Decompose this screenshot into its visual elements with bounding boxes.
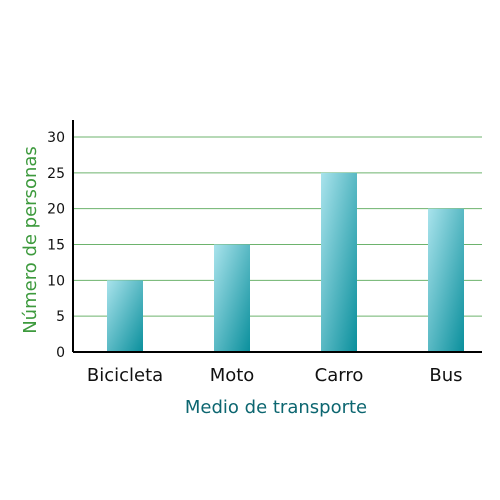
y-tick-label: 20 — [47, 202, 65, 218]
y-tick-label: 25 — [47, 166, 65, 182]
bars — [107, 172, 464, 352]
x-tick-label: Moto — [210, 365, 255, 386]
x-tick-labels: Bicicleta Moto Carro Bus — [87, 365, 463, 386]
x-tick-label: Bus — [429, 365, 462, 386]
x-tick-label: Carro — [315, 365, 364, 386]
y-tick-label: 0 — [56, 345, 65, 361]
bar-bicicleta — [107, 280, 143, 352]
y-tick-label: 10 — [47, 273, 65, 289]
y-axis-title: Número de personas — [20, 146, 41, 334]
bar-moto — [214, 244, 250, 352]
y-tick-labels: 0 5 10 15 20 25 30 — [47, 130, 65, 361]
axes — [72, 120, 482, 353]
y-tick-label: 15 — [47, 238, 65, 254]
bar-bus — [428, 208, 464, 352]
x-axis-title: Medio de transporte — [185, 397, 367, 418]
y-tick-label: 5 — [56, 309, 65, 325]
x-tick-label: Bicicleta — [87, 365, 163, 386]
bar-carro — [321, 172, 357, 352]
y-tick-label: 30 — [47, 130, 65, 146]
